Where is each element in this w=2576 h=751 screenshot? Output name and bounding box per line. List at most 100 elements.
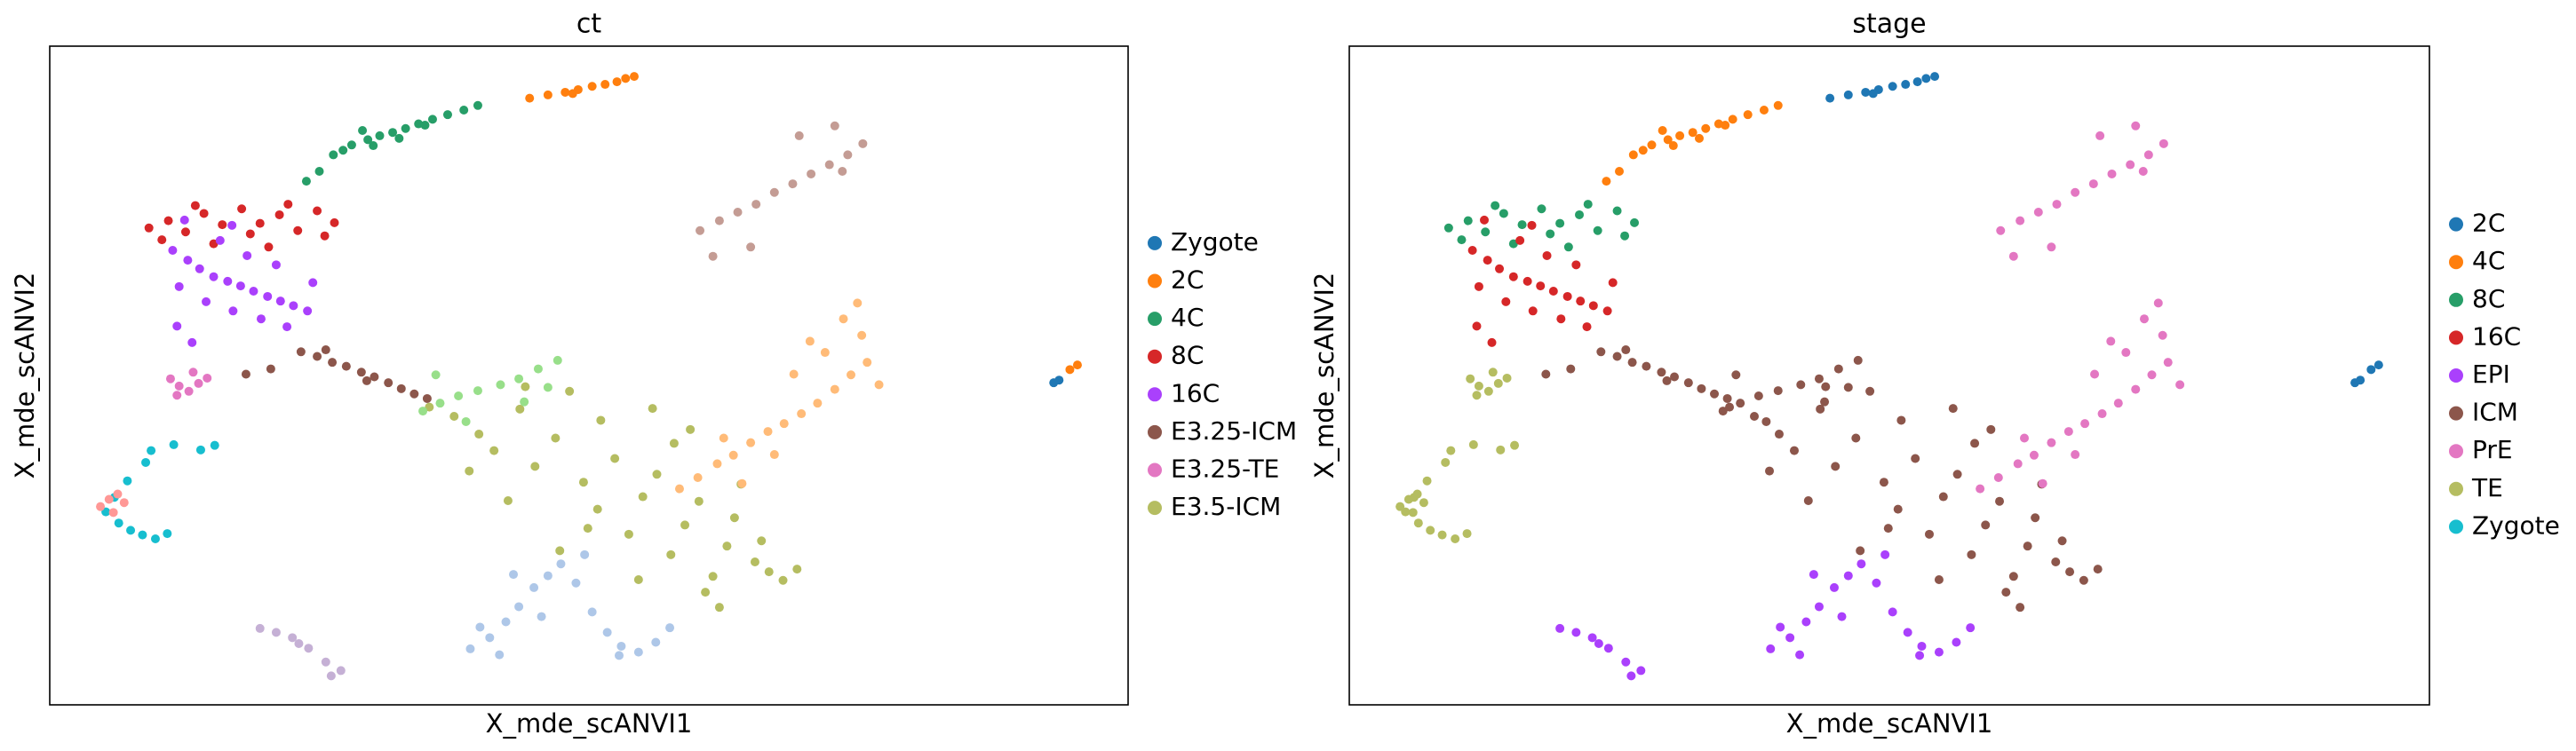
point xyxy=(1481,227,1491,237)
point xyxy=(288,633,298,643)
point xyxy=(719,433,728,443)
point xyxy=(1796,380,1806,390)
point xyxy=(805,336,815,346)
point xyxy=(514,374,524,383)
point xyxy=(788,179,798,189)
point xyxy=(1773,386,1783,396)
point xyxy=(320,231,330,241)
point xyxy=(1934,647,1944,657)
point xyxy=(227,220,237,230)
point xyxy=(708,572,718,581)
point xyxy=(1054,376,1064,385)
point xyxy=(138,530,147,540)
point xyxy=(638,492,648,502)
point xyxy=(1759,105,1769,115)
legend-label: TE xyxy=(2471,473,2503,502)
point xyxy=(321,345,330,355)
point xyxy=(580,549,590,559)
point xyxy=(203,373,212,383)
point xyxy=(1541,369,1551,379)
point xyxy=(2088,179,2098,189)
point xyxy=(326,671,336,681)
point xyxy=(1510,440,1520,450)
point xyxy=(174,281,184,291)
point xyxy=(1466,374,1475,383)
point xyxy=(853,298,863,308)
point xyxy=(1408,508,1418,518)
point xyxy=(172,391,182,400)
legend-marker xyxy=(2449,217,2463,232)
point xyxy=(2138,166,2148,176)
point xyxy=(194,378,203,388)
point xyxy=(126,526,136,535)
point xyxy=(1658,125,1667,135)
point xyxy=(858,138,868,148)
point xyxy=(2131,384,2141,394)
point xyxy=(1948,404,1958,414)
point xyxy=(1608,278,1618,288)
point xyxy=(1912,77,1922,87)
point xyxy=(2051,557,2061,566)
point xyxy=(271,628,281,637)
point xyxy=(301,177,311,186)
point xyxy=(1803,495,1813,505)
point xyxy=(308,278,318,288)
point xyxy=(521,382,530,391)
point xyxy=(210,440,219,450)
point xyxy=(163,216,173,225)
point xyxy=(1683,378,1693,388)
point xyxy=(1642,361,1651,371)
point xyxy=(1837,612,1847,621)
point xyxy=(751,200,761,209)
point xyxy=(792,565,802,574)
point xyxy=(2015,216,2025,225)
point xyxy=(556,559,566,569)
point xyxy=(779,419,789,429)
point xyxy=(1970,439,1980,448)
point xyxy=(1952,637,1961,647)
plot-area xyxy=(1395,72,2383,681)
point xyxy=(1563,242,1573,252)
point xyxy=(543,383,553,392)
point xyxy=(190,201,200,210)
legend-marker xyxy=(2449,444,2463,459)
point xyxy=(514,602,524,612)
point xyxy=(425,402,434,412)
point xyxy=(363,135,373,145)
point xyxy=(174,381,184,391)
point xyxy=(1753,391,1763,401)
point xyxy=(1621,657,1631,667)
point xyxy=(693,473,703,483)
point xyxy=(1725,402,1735,412)
point xyxy=(172,321,182,331)
point xyxy=(218,220,227,230)
point xyxy=(764,567,774,577)
legend-marker xyxy=(1148,273,1162,289)
plot-area xyxy=(96,72,1082,681)
point xyxy=(293,225,303,235)
point xyxy=(474,430,484,439)
point xyxy=(629,72,639,82)
point xyxy=(473,386,482,396)
point xyxy=(520,397,529,407)
axes-frame xyxy=(49,45,1129,706)
point xyxy=(543,90,553,99)
point xyxy=(282,322,292,332)
point xyxy=(263,291,273,301)
point xyxy=(1801,617,1811,627)
point xyxy=(769,187,779,197)
point xyxy=(1628,150,1638,160)
point xyxy=(830,384,839,394)
point xyxy=(169,439,179,449)
point xyxy=(1596,347,1606,357)
point xyxy=(1457,235,1467,245)
legend-marker xyxy=(2449,519,2463,534)
point xyxy=(1072,360,1082,370)
point xyxy=(1472,321,1482,331)
point xyxy=(712,459,722,469)
point xyxy=(2015,603,2025,613)
point xyxy=(235,281,245,291)
point xyxy=(199,209,209,218)
point xyxy=(1883,524,1893,534)
point xyxy=(1986,424,1996,434)
